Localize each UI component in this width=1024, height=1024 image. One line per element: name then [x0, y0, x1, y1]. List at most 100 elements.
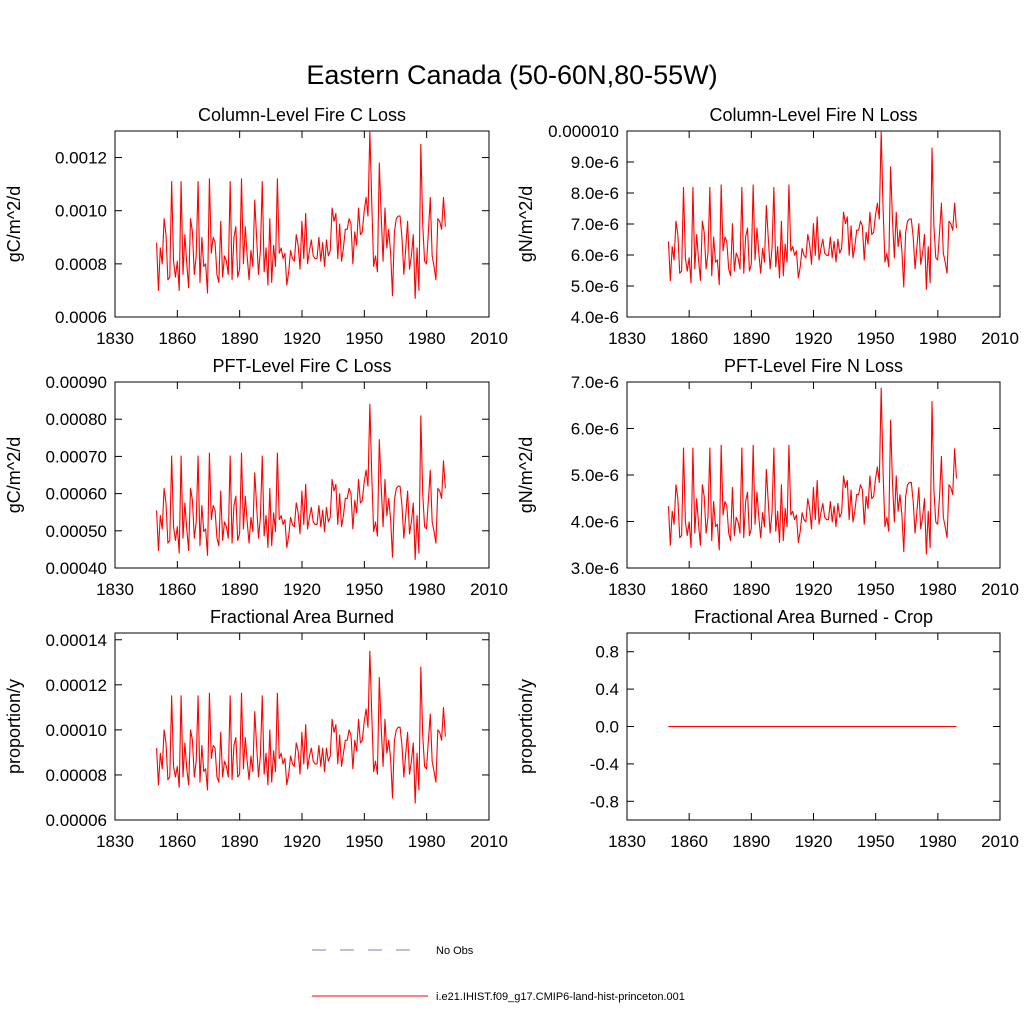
y-tick-label: -0.4 — [590, 755, 619, 774]
y-tick-label: 0.0012 — [55, 149, 107, 168]
x-tick-label: 1980 — [919, 329, 957, 348]
y-tick-label: 6.0e-6 — [571, 246, 619, 265]
x-tick-label: 1860 — [670, 832, 708, 851]
y-tick-label: 0.0006 — [55, 308, 107, 327]
x-tick-label: 1980 — [408, 329, 446, 348]
y-tick-label: 7.0e-6 — [571, 215, 619, 234]
y-tick-label: 0.4 — [595, 680, 619, 699]
x-tick-label: 1920 — [795, 580, 833, 599]
x-tick-label: 1890 — [732, 832, 770, 851]
y-tick-label: 7.0e-6 — [571, 373, 619, 392]
y-axis-label: proportion/y — [516, 679, 536, 774]
legend-label-model: i.e21.IHIST.f09_g17.CMIP6-land-hist-prin… — [436, 991, 685, 1003]
panel-2: Column-Level Fire N Loss gN/m^2/d 1830 1860… — [516, 105, 1019, 348]
x-tick-label: 1830 — [96, 329, 134, 348]
x-tick-label: 1950 — [857, 832, 895, 851]
y-tick-label: 0.000010 — [548, 122, 619, 141]
x-tick-label: 1890 — [732, 329, 770, 348]
y-tick-label: 5.0e-6 — [571, 277, 619, 296]
y-tick-label: 0.00012 — [46, 676, 107, 695]
y-tick-label: 0.00050 — [46, 522, 107, 541]
legend-label-no-obs: No Obs — [436, 945, 474, 957]
x-tick-label: 1950 — [857, 329, 895, 348]
y-tick-label: 0.00090 — [46, 373, 107, 392]
y-axis-label: gC/m^2/d — [4, 437, 24, 513]
x-tick-label: 2010 — [470, 329, 508, 348]
x-tick-label: 1890 — [221, 832, 259, 851]
y-tick-label: 3.0e-6 — [571, 559, 619, 578]
y-tick-label: 0.00070 — [46, 447, 107, 466]
y-tick-label: 0.00040 — [46, 559, 107, 578]
x-tick-label: 1950 — [857, 580, 895, 599]
x-tick-label: 1860 — [158, 832, 196, 851]
x-tick-label: 1920 — [795, 329, 833, 348]
panel-title: PFT-Level Fire N Loss — [724, 356, 903, 376]
y-tick-label: 0.00080 — [46, 410, 107, 429]
y-tick-label: 5.0e-6 — [571, 466, 619, 485]
x-tick-label: 1830 — [608, 832, 646, 851]
x-tick-label: 1860 — [158, 329, 196, 348]
y-tick-label: -0.8 — [590, 792, 619, 811]
x-tick-label: 2010 — [981, 832, 1019, 851]
series-line — [156, 403, 446, 560]
series-line — [156, 650, 446, 804]
y-tick-label: 0.0010 — [55, 202, 107, 221]
x-tick-label: 1980 — [919, 832, 957, 851]
x-tick-label: 1950 — [345, 580, 383, 599]
y-axis-label: gN/m^2/d — [516, 437, 536, 513]
y-axis-label: gC/m^2/d — [4, 186, 24, 262]
x-tick-label: 1830 — [96, 832, 134, 851]
panel-5: Fractional Area Burned proportion/y 1830 18… — [4, 607, 508, 851]
series-line — [667, 130, 958, 290]
x-tick-label: 1950 — [345, 329, 383, 348]
y-tick-label: 8.0e-6 — [571, 184, 619, 203]
x-tick-label: 1920 — [283, 329, 321, 348]
x-tick-label: 2010 — [981, 329, 1019, 348]
panel-title: PFT-Level Fire C Loss — [212, 356, 391, 376]
y-axis-label: proportion/y — [4, 679, 24, 774]
x-tick-label: 1920 — [283, 832, 321, 851]
panel-title: Fractional Area Burned - Crop — [694, 607, 933, 627]
x-tick-label: 1890 — [221, 329, 259, 348]
y-tick-label: 4.0e-6 — [571, 308, 619, 327]
y-tick-label: 0.00008 — [46, 766, 107, 785]
x-tick-label: 1890 — [732, 580, 770, 599]
series-line — [156, 130, 446, 299]
panel-4: PFT-Level Fire N Loss gN/m^2/d 1830 1860 189… — [516, 356, 1019, 599]
x-tick-label: 1980 — [408, 832, 446, 851]
x-tick-label: 1830 — [608, 329, 646, 348]
panel-title: Column-Level Fire N Loss — [709, 105, 917, 125]
x-tick-label: 1980 — [408, 580, 446, 599]
y-tick-label: 0.0 — [595, 718, 619, 737]
panel-title: Column-Level Fire C Loss — [198, 105, 406, 125]
x-tick-label: 1920 — [795, 832, 833, 851]
x-tick-label: 1860 — [158, 580, 196, 599]
y-tick-label: 0.0008 — [55, 255, 107, 274]
x-tick-label: 1830 — [96, 580, 134, 599]
panel-3: PFT-Level Fire C Loss gC/m^2/d 1830 1860 189… — [4, 356, 508, 599]
y-axis-label: gN/m^2/d — [516, 186, 536, 262]
y-tick-label: 0.8 — [595, 643, 619, 662]
y-tick-label: 4.0e-6 — [571, 513, 619, 532]
panel-6: Fractional Area Burned - Crop proportion/… — [516, 607, 1019, 851]
x-tick-label: 2010 — [981, 580, 1019, 599]
panels: Column-Level Fire C Loss gC/m^2/d 1830 1860… — [4, 105, 1019, 851]
x-tick-label: 1890 — [221, 580, 259, 599]
y-tick-label: 0.00006 — [46, 811, 107, 830]
y-tick-label: 0.00060 — [46, 485, 107, 504]
x-tick-label: 2010 — [470, 832, 508, 851]
legend: No Obs i.e21.IHIST.f09_g17.CMIP6-land-hi… — [312, 945, 685, 1003]
panel-title: Fractional Area Burned — [210, 607, 394, 627]
series-line — [667, 387, 958, 555]
x-tick-label: 1980 — [919, 580, 957, 599]
y-tick-label: 9.0e-6 — [571, 153, 619, 172]
x-tick-label: 1860 — [670, 580, 708, 599]
y-tick-label: 0.00010 — [46, 721, 107, 740]
y-tick-label: 0.00014 — [46, 631, 107, 650]
x-tick-label: 1920 — [283, 580, 321, 599]
x-tick-label: 1830 — [608, 580, 646, 599]
x-tick-label: 2010 — [470, 580, 508, 599]
x-tick-label: 1860 — [670, 329, 708, 348]
panel-1: Column-Level Fire C Loss gC/m^2/d 1830 1860… — [4, 105, 508, 348]
